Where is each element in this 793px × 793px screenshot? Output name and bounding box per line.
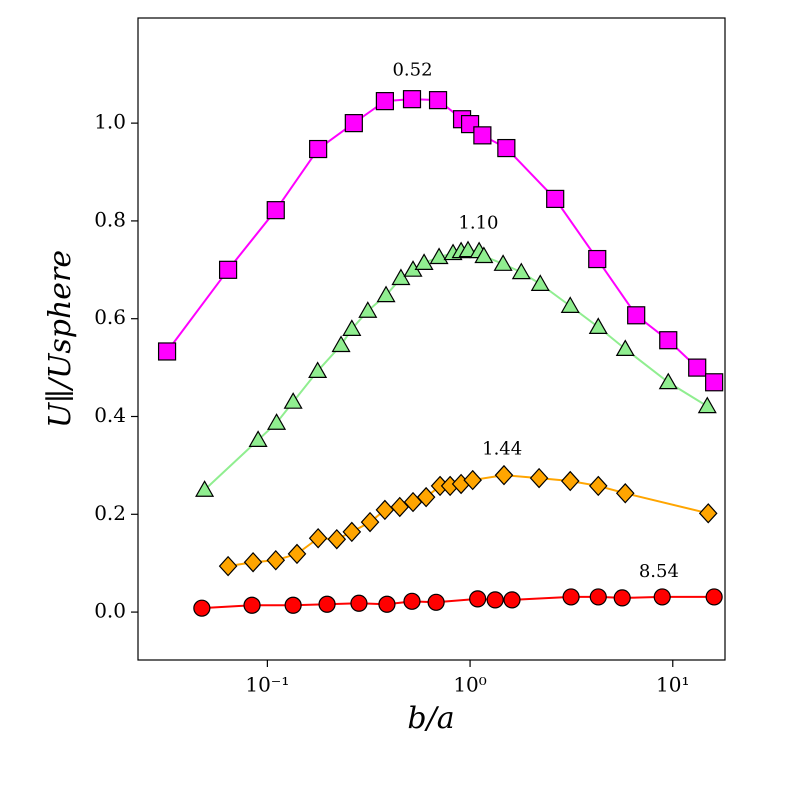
marker bbox=[529, 467, 549, 489]
marker bbox=[218, 260, 238, 279]
marker bbox=[193, 599, 211, 617]
marker bbox=[705, 588, 723, 606]
y-tick-label: 0.8 bbox=[94, 207, 126, 231]
marker bbox=[243, 551, 263, 573]
marker bbox=[283, 392, 303, 409]
marker bbox=[474, 246, 494, 264]
marker bbox=[309, 139, 328, 159]
marker bbox=[530, 274, 550, 291]
annotation: 0.52 bbox=[392, 59, 432, 80]
y-tick-label: 0.2 bbox=[94, 501, 126, 525]
marker bbox=[391, 268, 411, 286]
y-tick-label: 0.0 bbox=[94, 599, 126, 623]
x-tick-label: 10⁻¹ bbox=[245, 673, 289, 697]
marker bbox=[560, 470, 580, 492]
marker bbox=[376, 285, 396, 303]
marker bbox=[243, 596, 261, 614]
marker bbox=[503, 591, 521, 609]
marker bbox=[266, 550, 286, 571]
marker bbox=[511, 262, 531, 280]
marker bbox=[378, 595, 396, 613]
marker bbox=[560, 296, 580, 313]
marker bbox=[659, 331, 678, 350]
marker bbox=[613, 589, 631, 607]
marker bbox=[331, 335, 351, 353]
marker bbox=[344, 114, 363, 133]
marker bbox=[458, 240, 478, 258]
marker bbox=[266, 201, 285, 220]
marker bbox=[688, 358, 707, 377]
y-tick-label: 1.0 bbox=[94, 110, 126, 134]
y-tick-label: 0.6 bbox=[94, 305, 126, 329]
marker bbox=[562, 588, 580, 606]
marker bbox=[350, 594, 368, 612]
marker bbox=[473, 126, 492, 145]
marker bbox=[589, 588, 607, 606]
annotation: 1.10 bbox=[458, 212, 498, 233]
marker bbox=[318, 595, 336, 613]
series-line bbox=[203, 249, 708, 491]
marker bbox=[588, 475, 608, 497]
marker bbox=[427, 593, 445, 611]
marker bbox=[615, 339, 635, 356]
marker bbox=[469, 590, 487, 608]
marker bbox=[493, 254, 513, 271]
marker bbox=[588, 317, 608, 334]
marker bbox=[486, 591, 504, 609]
marker bbox=[308, 361, 328, 379]
marker bbox=[360, 511, 380, 533]
marker bbox=[375, 92, 394, 111]
marker bbox=[698, 503, 718, 524]
marker bbox=[157, 342, 177, 361]
x-axis-label: b/a bbox=[407, 701, 454, 736]
marker bbox=[308, 528, 328, 549]
y-axis-label: U∥/Usphere bbox=[43, 250, 78, 428]
annotation: 8.54 bbox=[639, 561, 679, 582]
marker bbox=[327, 528, 347, 550]
marker bbox=[494, 464, 514, 486]
annotation: 1.44 bbox=[482, 438, 522, 459]
marker bbox=[429, 247, 449, 265]
marker bbox=[375, 499, 395, 521]
x-tick-label: 10¹ bbox=[656, 673, 689, 697]
series-line bbox=[166, 98, 715, 384]
marker bbox=[403, 592, 421, 610]
marker bbox=[697, 396, 717, 414]
marker bbox=[416, 486, 436, 508]
marker bbox=[267, 413, 287, 430]
plot-frame bbox=[137, 17, 726, 661]
marker bbox=[546, 189, 565, 209]
marker bbox=[218, 555, 238, 577]
marker bbox=[342, 521, 362, 543]
marker bbox=[402, 90, 422, 109]
marker bbox=[497, 138, 516, 158]
y-tick-label: 0.4 bbox=[94, 403, 126, 427]
marker bbox=[342, 319, 362, 336]
marker bbox=[195, 480, 215, 497]
marker bbox=[358, 301, 378, 318]
marker bbox=[653, 588, 671, 606]
marker bbox=[705, 373, 724, 392]
marker bbox=[414, 253, 434, 270]
marker bbox=[588, 249, 607, 269]
series-line bbox=[201, 595, 715, 610]
x-tick-label: 10⁰ bbox=[453, 673, 486, 697]
marker bbox=[658, 372, 678, 390]
marker bbox=[284, 596, 302, 614]
marker bbox=[463, 469, 482, 491]
marker bbox=[248, 430, 268, 447]
marker bbox=[615, 483, 635, 504]
marker bbox=[428, 91, 448, 110]
marker bbox=[627, 306, 646, 325]
marker bbox=[287, 543, 307, 565]
